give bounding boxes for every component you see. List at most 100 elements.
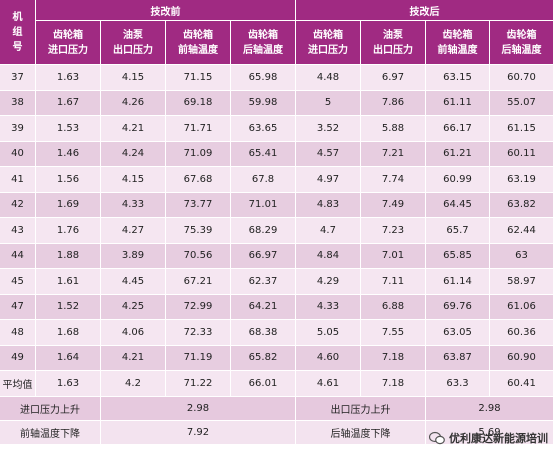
table-row: 39 1.53 4.21 71.71 63.65 3.52 5.88 66.17 61.15	[0, 116, 554, 142]
unit-number-cell: 平均值	[0, 371, 36, 397]
before-column-header: 齿轮箱 后轴温度	[231, 21, 296, 65]
table-cell: 70.56	[166, 243, 231, 269]
column-header-line1: 油泵	[383, 29, 403, 41]
column-header-line2: 前轴温度	[178, 44, 218, 56]
table-cell: 5	[296, 90, 361, 116]
table-cell: 63.87	[426, 345, 490, 371]
unit-number-cell: 48	[0, 320, 36, 346]
unit-number-cell: 39	[0, 116, 36, 142]
table-cell: 65.85	[426, 243, 490, 269]
table-cell: 1.68	[36, 320, 101, 346]
table-row: 49 1.64 4.21 71.19 65.82 4.60 7.18 63.87 60.90	[0, 345, 554, 371]
table-cell: 61.14	[426, 269, 490, 295]
table-cell: 61.11	[426, 90, 490, 116]
before-column-header: 齿轮箱 进口压力	[36, 21, 101, 65]
column-header-line1: 齿轮箱	[248, 29, 278, 41]
table-cell: 63.65	[231, 116, 296, 142]
table-cell: 4.15	[101, 167, 166, 193]
table-cell: 6.88	[361, 294, 426, 320]
before-column-header: 油泵 出口压力	[101, 21, 166, 65]
summary-value: 5.69	[426, 420, 554, 445]
unit-number-cell: 37	[0, 65, 36, 91]
table-cell: 4.15	[101, 65, 166, 91]
table-cell: 67.21	[166, 269, 231, 295]
table-cell: 4.45	[101, 269, 166, 295]
summary-label: 前轴温度下降	[0, 420, 101, 445]
table-cell: 4.84	[296, 243, 361, 269]
table-cell: 55.07	[490, 90, 554, 116]
table-row: 42 1.69 4.33 73.77 71.01 4.83 7.49 64.45 63.82	[0, 192, 554, 218]
table-cell: 6.97	[361, 65, 426, 91]
after-retrofit-header: 技改后	[296, 0, 554, 21]
table-cell: 63.15	[426, 65, 490, 91]
summary-label: 后轴温度下降	[296, 420, 426, 445]
table-row: 47 1.52 4.25 72.99 64.21 4.33 6.88 69.76 61.06	[0, 294, 554, 320]
table-cell: 5.88	[361, 116, 426, 142]
table-cell: 60.90	[490, 345, 554, 371]
table-cell: 64.21	[231, 294, 296, 320]
table-cell: 3.52	[296, 116, 361, 142]
unit-number-cell: 41	[0, 167, 36, 193]
table-cell: 4.06	[101, 320, 166, 346]
table-cell: 7.49	[361, 192, 426, 218]
table-cell: 63	[490, 243, 554, 269]
table-cell: 1.64	[36, 345, 101, 371]
table-cell: 63.82	[490, 192, 554, 218]
table-cell: 61.21	[426, 141, 490, 167]
summary-label: 进口压力上升	[0, 396, 101, 421]
unit-number-cell: 38	[0, 90, 36, 116]
unit-number-cell: 49	[0, 345, 36, 371]
column-header-line2: 后轴温度	[501, 44, 542, 56]
column-header-line1: 齿轮箱	[506, 29, 537, 41]
column-header-line2: 前轴温度	[437, 44, 478, 56]
table-cell: 60.70	[490, 65, 554, 91]
table-cell: 71.19	[166, 345, 231, 371]
table-cell: 65.82	[231, 345, 296, 371]
summary-row: 前轴温度下降 7.92 后轴温度下降 5.69	[0, 420, 554, 445]
column-header-line1: 齿轮箱	[53, 29, 83, 41]
table-cell: 4.57	[296, 141, 361, 167]
table-cell: 65.7	[426, 218, 490, 244]
table-cell: 66.01	[231, 371, 296, 397]
table-cell: 71.01	[231, 192, 296, 218]
table-cell: 7.18	[361, 345, 426, 371]
table-cell: 58.97	[490, 269, 554, 295]
summary-value: 2.98	[426, 396, 554, 421]
after-column-header: 油泵 出口压力	[361, 21, 426, 65]
watermark-text: 优利康达新能源培训	[449, 432, 548, 445]
table-cell: 71.22	[166, 371, 231, 397]
unit-number-cell: 42	[0, 192, 36, 218]
table-row: 48 1.68 4.06 72.33 68.38 5.05 7.55 63.05 60.36	[0, 320, 554, 346]
table-cell: 60.11	[490, 141, 554, 167]
table-row: 43 1.76 4.27 75.39 68.29 4.7 7.23 65.7 62.44	[0, 218, 554, 244]
column-header-line1: 油泵	[123, 29, 143, 41]
table-cell: 59.98	[231, 90, 296, 116]
table-cell: 61.15	[490, 116, 554, 142]
after-column-header: 齿轮箱 进口压力	[296, 21, 361, 65]
summary-value: 7.92	[101, 420, 296, 445]
table-cell: 62.44	[490, 218, 554, 244]
summary-label: 出口压力上升	[296, 396, 426, 421]
column-header-line2: 后轴温度	[243, 44, 283, 56]
table-row: 45 1.61 4.45 67.21 62.37 4.29 7.11 61.14 58.97	[0, 269, 554, 295]
table-cell: 1.67	[36, 90, 101, 116]
unit-number-cell: 47	[0, 294, 36, 320]
table-cell: 5.05	[296, 320, 361, 346]
table-cell: 4.97	[296, 167, 361, 193]
table-cell: 4.25	[101, 294, 166, 320]
table-cell: 60.99	[426, 167, 490, 193]
table-cell: 1.52	[36, 294, 101, 320]
table-cell: 7.86	[361, 90, 426, 116]
table-cell: 4.29	[296, 269, 361, 295]
table-cell: 63.05	[426, 320, 490, 346]
unit-number-cell: 43	[0, 218, 36, 244]
table-cell: 7.55	[361, 320, 426, 346]
table-cell: 71.09	[166, 141, 231, 167]
table-row: 41 1.56 4.15 67.68 67.8 4.97 7.74 60.99 63.19	[0, 167, 554, 193]
after-column-header: 齿轮箱 后轴温度	[490, 21, 554, 65]
table-cell: 4.21	[101, 345, 166, 371]
table-cell: 4.33	[101, 192, 166, 218]
table-cell: 60.36	[490, 320, 554, 346]
table-cell: 1.88	[36, 243, 101, 269]
table-cell: 66.97	[231, 243, 296, 269]
